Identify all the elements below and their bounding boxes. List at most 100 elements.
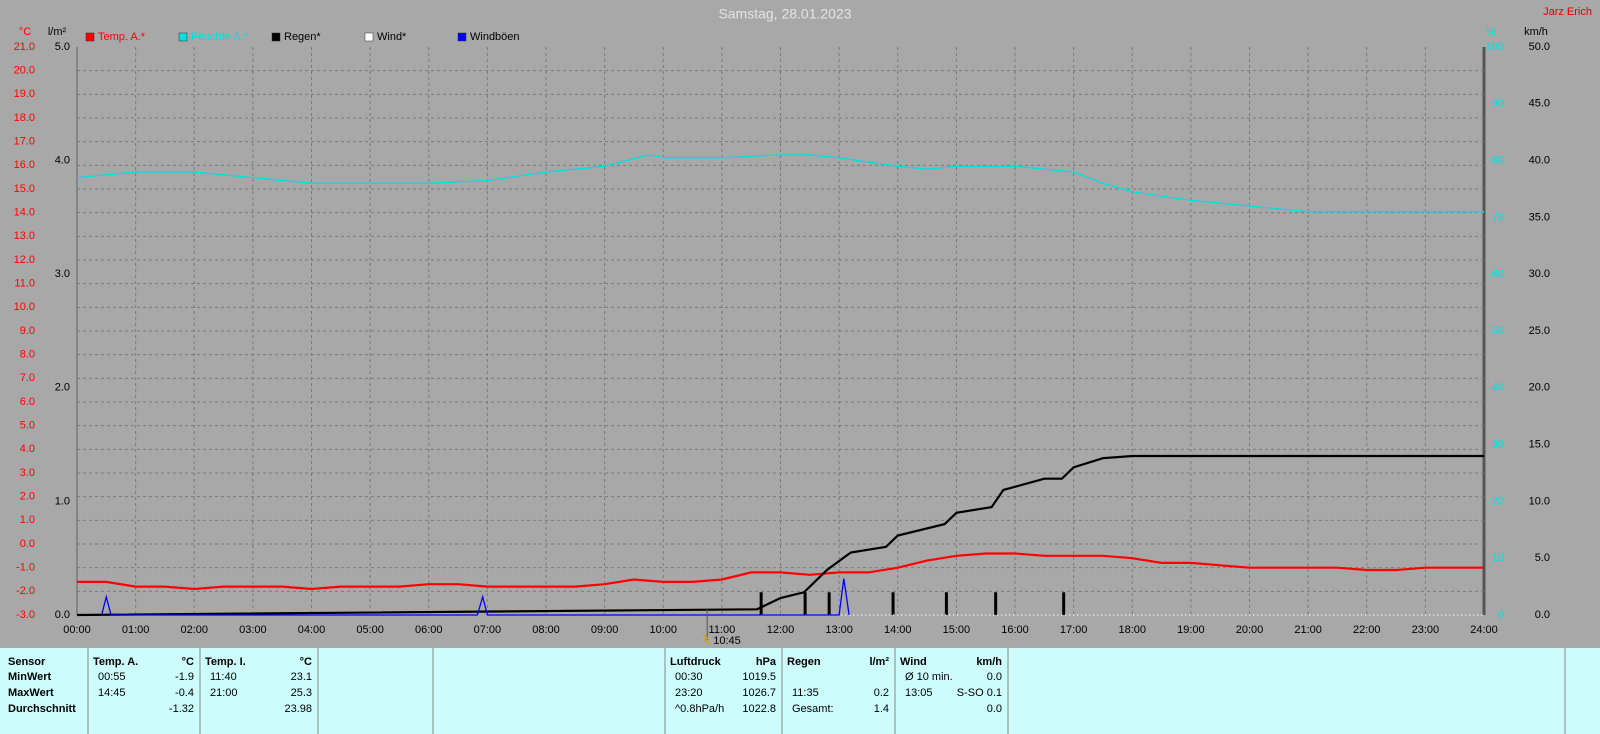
x-tick-label: 03:00 bbox=[239, 624, 267, 636]
y2-tick-label: 3.0 bbox=[55, 268, 70, 280]
y3-tick-label: 60 bbox=[1492, 268, 1504, 280]
cell-time: ^0.8hPa/h bbox=[675, 703, 724, 715]
x-tick-label: 12:00 bbox=[767, 624, 795, 636]
column-header: Regen bbox=[787, 656, 821, 668]
column-header: Luftdruck bbox=[670, 656, 722, 668]
column-unit: km/h bbox=[976, 656, 1002, 668]
annotation-label: 10:45 bbox=[713, 635, 741, 647]
cell-value: 23.1 bbox=[291, 671, 312, 683]
y4-tick-label: 5.0 bbox=[1535, 552, 1550, 564]
table-header: Sensor bbox=[8, 656, 46, 668]
y-tick-label: 13.0 bbox=[14, 230, 35, 242]
cell-value: 1022.8 bbox=[742, 703, 776, 715]
column-unit: l/m² bbox=[869, 656, 889, 668]
y3-tick-label: 10 bbox=[1492, 552, 1504, 564]
legend-swatch bbox=[178, 32, 188, 42]
x-tick-label: 05:00 bbox=[356, 624, 384, 636]
y-tick-label: 16.0 bbox=[14, 159, 35, 171]
rain-bar bbox=[994, 592, 998, 615]
y4-axis-unit: km/h bbox=[1524, 26, 1548, 38]
cell-value: 0.2 bbox=[874, 687, 889, 699]
y-tick-label: 20.0 bbox=[14, 65, 35, 77]
rain-bar bbox=[944, 592, 948, 615]
legend-swatch bbox=[364, 32, 374, 42]
column-unit: °C bbox=[300, 656, 312, 668]
x-tick-label: 08:00 bbox=[532, 624, 560, 636]
y-tick-label: 7.0 bbox=[20, 372, 35, 384]
y4-tick-label: 0.0 bbox=[1535, 609, 1550, 621]
y4-tick-label: 40.0 bbox=[1529, 155, 1550, 167]
legend-swatch bbox=[85, 32, 95, 42]
y-tick-label: 1.0 bbox=[20, 514, 35, 526]
y-tick-label: -2.0 bbox=[16, 585, 35, 597]
cell-value: 25.3 bbox=[291, 687, 312, 699]
y-axis-unit: °C bbox=[19, 26, 31, 38]
y-tick-label: 5.0 bbox=[20, 420, 35, 432]
rain-bar bbox=[803, 592, 807, 615]
y4-tick-label: 50.0 bbox=[1529, 41, 1550, 53]
y-tick-label: 10.0 bbox=[14, 301, 35, 313]
x-tick-label: 21:00 bbox=[1294, 624, 1322, 636]
cell-time: 11:35 bbox=[792, 687, 819, 699]
series-line bbox=[100, 578, 850, 616]
plot-area: 00:00 01:00 02:00 03:00 04:00 05:00 06:00 07:00… bbox=[14, 41, 1550, 636]
cell-value: 0.0 bbox=[987, 703, 1002, 715]
cell-time: 21:00 bbox=[210, 687, 238, 699]
y-tick-label: 8.0 bbox=[20, 349, 35, 361]
y3-tick-label: 50 bbox=[1492, 325, 1504, 337]
x-tick-label: 14:00 bbox=[884, 624, 912, 636]
x-tick-label: 16:00 bbox=[1001, 624, 1029, 636]
y2-tick-label: 2.0 bbox=[55, 382, 70, 394]
y-tick-label: 14.0 bbox=[14, 207, 35, 219]
x-tick-label: 15:00 bbox=[943, 624, 971, 636]
y-tick-label: -1.0 bbox=[16, 562, 35, 574]
y-tick-label: 0.0 bbox=[20, 538, 35, 550]
y3-tick-label: 70 bbox=[1492, 211, 1504, 223]
column-header: Temp. A. bbox=[93, 656, 138, 668]
legend-label: Wind* bbox=[377, 31, 407, 43]
stats-separators bbox=[87, 648, 1566, 734]
y4-tick-label: 35.0 bbox=[1529, 211, 1550, 223]
legend-label: Regen* bbox=[284, 31, 321, 43]
cell-value: 1026.7 bbox=[742, 687, 776, 699]
series-line bbox=[76, 154, 1484, 213]
y-tick-label: 6.0 bbox=[20, 396, 35, 408]
x-tick-label: 22:00 bbox=[1353, 624, 1381, 636]
rain-bar bbox=[891, 592, 895, 615]
legend-swatch bbox=[271, 32, 281, 42]
x-tick-label: 04:00 bbox=[298, 624, 326, 636]
author: Jarz Erich bbox=[1543, 6, 1592, 18]
y4-tick-label: 20.0 bbox=[1529, 382, 1550, 394]
cell-time: 11:40 bbox=[210, 671, 237, 683]
column-header: Wind bbox=[900, 656, 927, 668]
cell-value: 0.0 bbox=[987, 671, 1002, 683]
column-header: Temp. I. bbox=[205, 656, 246, 668]
y2-tick-label: 0.0 bbox=[55, 609, 70, 621]
y4-tick-label: 45.0 bbox=[1529, 98, 1550, 110]
chart-title: Samstag, 28.01.2023 bbox=[718, 6, 851, 22]
x-tick-label: 01:00 bbox=[122, 624, 150, 636]
cell-time: 13:05 bbox=[905, 687, 933, 699]
y-tick-label: 2.0 bbox=[20, 491, 35, 503]
y-tick-label: 17.0 bbox=[14, 136, 35, 148]
x-tick-label: 20:00 bbox=[1236, 624, 1264, 636]
row-label: MinWert bbox=[8, 671, 52, 683]
y3-tick-label: 80 bbox=[1492, 155, 1504, 167]
x-tick-label: 02:00 bbox=[180, 624, 208, 636]
series-line bbox=[77, 552, 1484, 591]
cell-value: 23.98 bbox=[284, 703, 312, 715]
y-tick-label: 12.0 bbox=[14, 254, 35, 266]
x-tick-label: 09:00 bbox=[591, 624, 619, 636]
legend-label: Windböen bbox=[470, 31, 520, 43]
y-tick-label: 9.0 bbox=[20, 325, 35, 337]
y-tick-label: 19.0 bbox=[14, 88, 35, 100]
column-unit: hPa bbox=[756, 656, 777, 668]
cell-value: 1.4 bbox=[874, 703, 889, 715]
y-tick-label: 3.0 bbox=[20, 467, 35, 479]
x-tick-label: 06:00 bbox=[415, 624, 443, 636]
legend-label: Feuchte A.* bbox=[191, 31, 249, 43]
stats-panel bbox=[0, 648, 1600, 734]
cell-value: -1.32 bbox=[169, 703, 194, 715]
y4-tick-label: 10.0 bbox=[1529, 495, 1550, 507]
